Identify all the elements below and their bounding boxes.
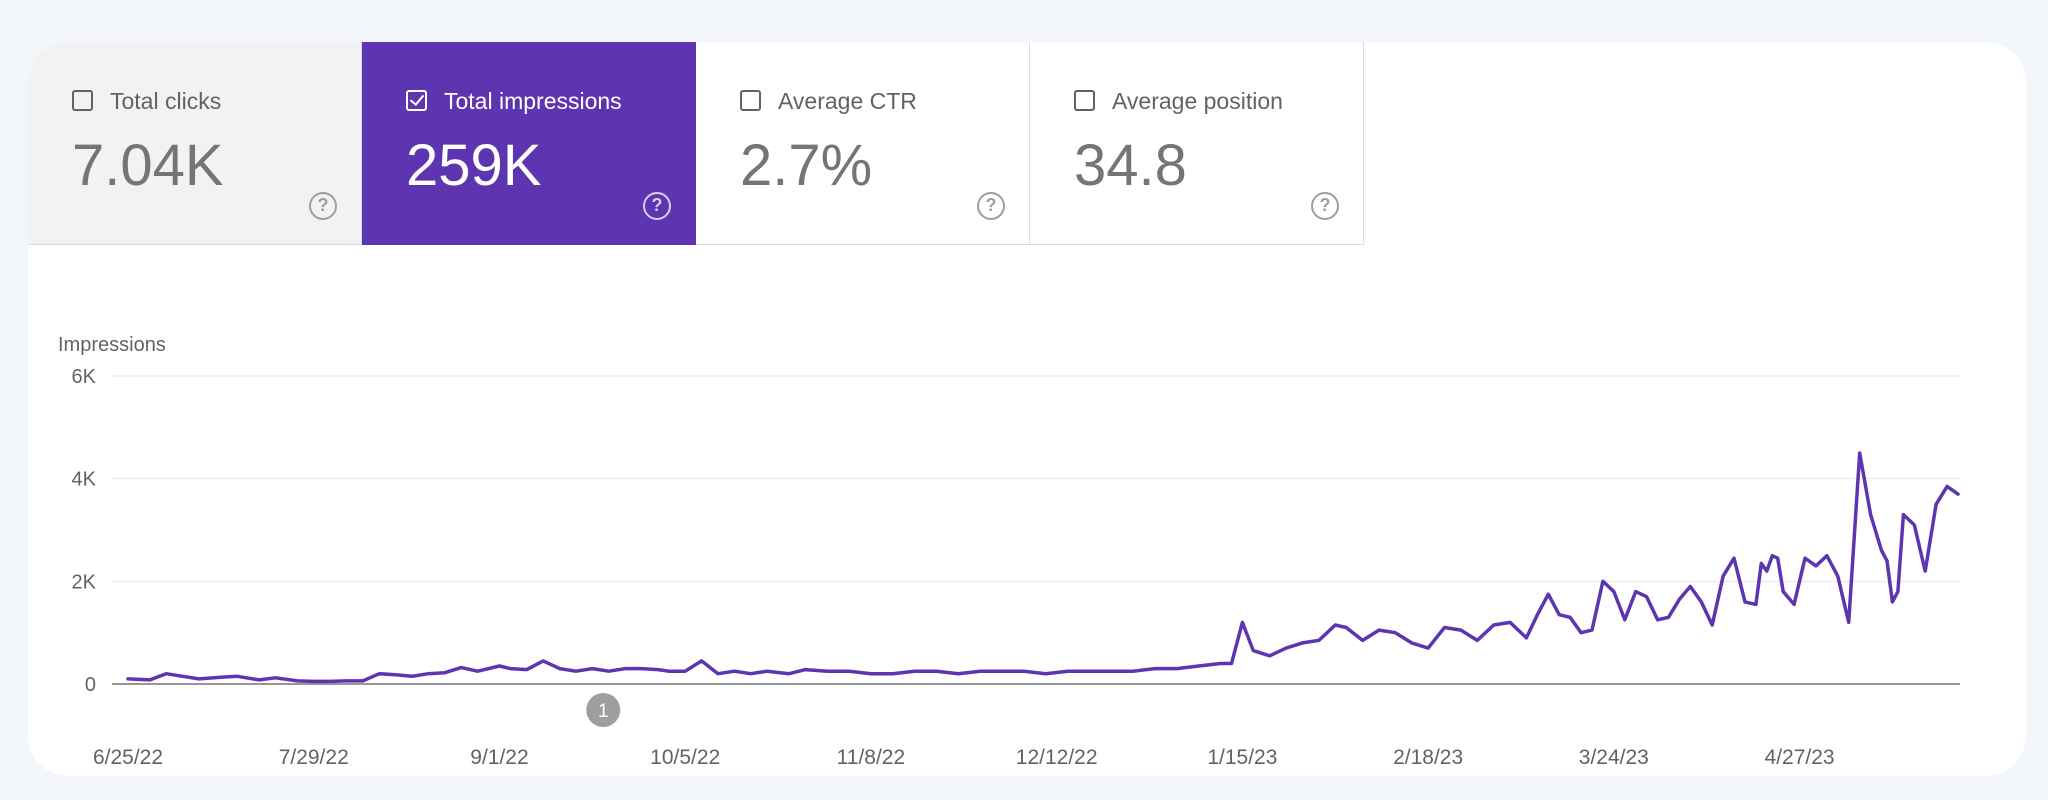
y-axis-title: Impressions <box>58 334 166 356</box>
metric-tabs: Total clicks 7.04K ? Total impressions 2… <box>28 42 1364 245</box>
x-tick-labels: 6/25/22 7/29/22 9/1/22 10/5/22 11/8/22 12/12/… <box>93 746 1835 769</box>
metric-value: 7.04K <box>72 133 224 198</box>
y-tick-label: 4K <box>72 469 97 491</box>
x-tick-label: 6/25/22 <box>93 746 163 769</box>
metric-label: Average CTR <box>778 88 917 114</box>
x-tick-label: 10/5/22 <box>650 746 720 769</box>
help-circle-icon[interactable]: ? <box>977 192 1005 220</box>
help-circle-icon[interactable]: ? <box>643 192 671 220</box>
metric-card-average-position[interactable]: Average position 34.8 ? <box>1030 42 1364 245</box>
performance-card: Total clicks 7.04K ? Total impressions 2… <box>28 42 2026 776</box>
checkbox[interactable] <box>72 90 93 111</box>
x-tick-label: 7/29/22 <box>279 746 349 769</box>
x-tick-label: 9/1/22 <box>470 746 528 769</box>
help-circle-icon[interactable]: ? <box>1311 192 1339 220</box>
y-tick-label: 2K <box>72 571 97 593</box>
x-tick-label: 11/8/22 <box>837 746 906 769</box>
checkbox[interactable] <box>1074 90 1095 111</box>
checkbox[interactable] <box>740 90 761 111</box>
x-tick-label: 1/15/23 <box>1207 746 1277 769</box>
help-circle-icon[interactable]: ? <box>309 192 337 220</box>
checkbox[interactable] <box>406 90 427 111</box>
x-tick-label: 4/27/23 <box>1765 746 1835 769</box>
impressions-line-chart: Impressions 0 2K 4K 6K 6/25/22 7/29/22 9/1/22… <box>58 334 1960 769</box>
metric-label: Total impressions <box>444 88 622 114</box>
metric-label: Average position <box>1112 88 1283 114</box>
annotation-marker[interactable]: 1 <box>586 693 621 727</box>
grid-lines <box>112 375 1960 685</box>
impressions-series-line <box>126 451 1960 684</box>
metric-card-total-impressions[interactable]: Total impressions 259K ? <box>362 42 696 245</box>
y-tick-label: 0 <box>85 674 96 696</box>
annotation-label: 1 <box>598 701 609 722</box>
metric-label: Total clicks <box>110 88 222 114</box>
y-tick-labels: 0 2K 4K 6K <box>72 366 97 696</box>
x-tick-label: 2/18/23 <box>1393 746 1463 769</box>
y-tick-label: 6K <box>72 366 97 388</box>
metric-card-average-ctr[interactable]: Average CTR 2.7% ? <box>696 42 1030 245</box>
x-tick-label: 12/12/22 <box>1016 746 1098 769</box>
annotations: 1 <box>586 693 621 727</box>
metric-card-total-clicks[interactable]: Total clicks 7.04K ? <box>28 42 362 245</box>
metric-value: 34.8 <box>1074 133 1187 198</box>
x-tick-label: 3/24/23 <box>1579 746 1649 769</box>
metric-value: 259K <box>406 133 542 198</box>
metric-value: 2.7% <box>740 133 873 198</box>
